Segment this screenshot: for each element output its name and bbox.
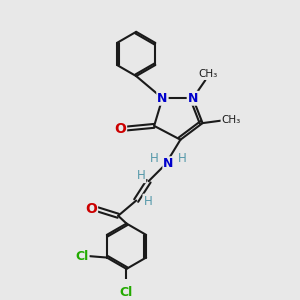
Text: N: N: [163, 157, 174, 170]
Text: H: H: [150, 152, 158, 165]
Text: O: O: [114, 122, 126, 136]
Text: Cl: Cl: [120, 286, 133, 299]
Text: CH₃: CH₃: [199, 69, 218, 79]
Text: H: H: [177, 152, 186, 165]
Text: O: O: [85, 202, 97, 216]
Text: N: N: [157, 92, 168, 105]
Text: H: H: [136, 169, 145, 182]
Text: Cl: Cl: [75, 250, 88, 263]
Text: N: N: [188, 92, 198, 105]
Text: CH₃: CH₃: [221, 115, 241, 125]
Text: H: H: [143, 195, 152, 208]
